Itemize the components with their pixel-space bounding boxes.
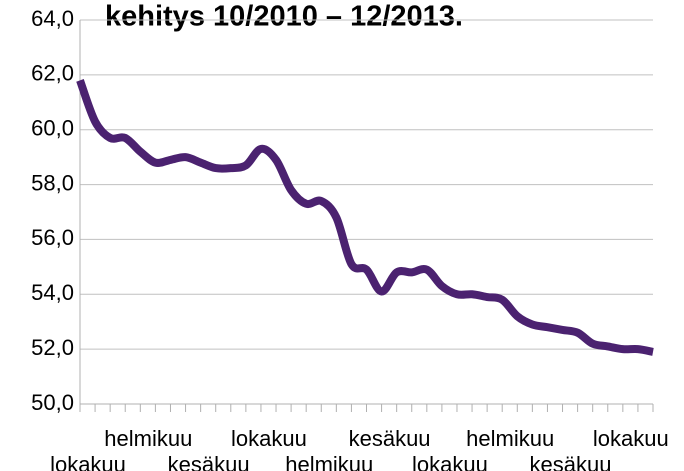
y-tick-label: 54,0 — [31, 280, 74, 305]
y-tick-label: 52,0 — [31, 335, 74, 360]
line-series — [76, 78, 654, 356]
x-tick-label: lokakuu — [593, 426, 669, 451]
x-tick-label: helmikuu — [104, 426, 192, 451]
y-tick-label: 64,0 — [31, 6, 74, 31]
x-tick-label: lokakuu — [412, 452, 488, 471]
y-tick-label: 62,0 — [31, 61, 74, 86]
x-tick-label: helmikuu — [285, 452, 373, 471]
y-tick-label: 60,0 — [31, 116, 74, 141]
x-tick-label: lokakuu — [50, 452, 126, 471]
y-tick-label: 58,0 — [31, 170, 74, 195]
x-tick-label: kesäkuu — [530, 452, 612, 471]
y-tick-label: 50,0 — [31, 390, 74, 415]
x-tick-label: kesäkuu — [168, 452, 250, 471]
x-tick-label: kesäkuu — [349, 426, 431, 451]
y-tick-label: 56,0 — [31, 225, 74, 250]
x-tick-label: lokakuu — [231, 426, 307, 451]
chart-title: kehitys 10/2010 – 12/2013. — [105, 1, 463, 33]
x-tick-label: helmikuu — [466, 426, 554, 451]
